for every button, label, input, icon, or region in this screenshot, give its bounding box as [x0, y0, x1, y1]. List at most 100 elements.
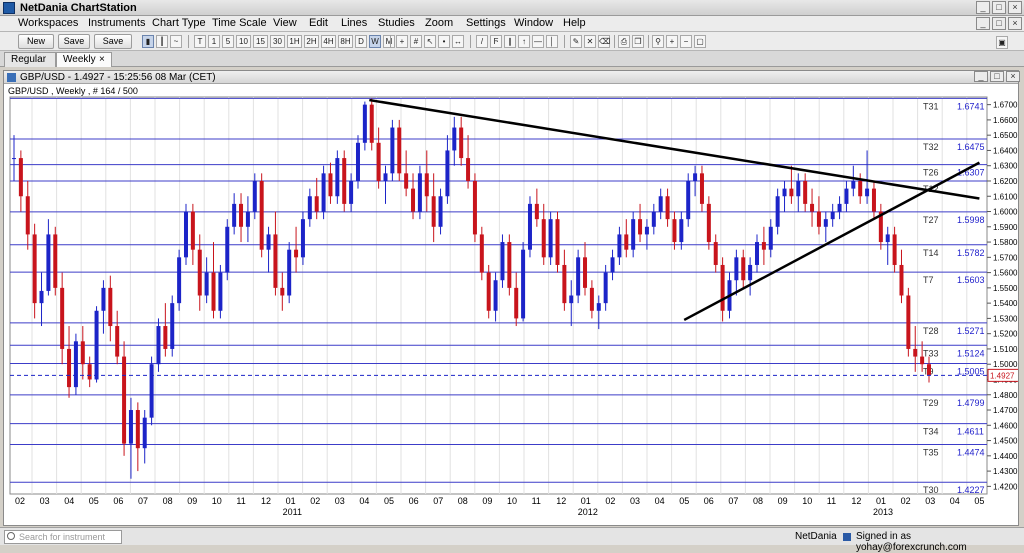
menu-chart-type[interactable]: Chart Type: [152, 17, 206, 29]
candle-body[interactable]: [232, 203, 237, 227]
candle-body[interactable]: [128, 410, 133, 444]
candle-body[interactable]: [342, 158, 347, 204]
minimize-button[interactable]: _: [976, 1, 990, 14]
candle-body[interactable]: [693, 173, 698, 181]
candle-body[interactable]: [177, 257, 182, 304]
candle-body[interactable]: [899, 264, 904, 296]
candle-body[interactable]: [204, 272, 209, 296]
trendline-uptrend[interactable]: [683, 161, 980, 322]
tab-regular[interactable]: Regular: [4, 52, 56, 67]
candle-body[interactable]: [583, 257, 588, 288]
candle-body[interactable]: [211, 272, 216, 311]
candle-body[interactable]: [624, 234, 629, 250]
candle-body[interactable]: [156, 326, 161, 365]
candle-body[interactable]: [170, 303, 175, 349]
candle-body[interactable]: [521, 249, 526, 319]
chart-maximize-button[interactable]: □: [990, 71, 1004, 82]
timeframe-button[interactable]: M: [383, 35, 395, 48]
candle-body[interactable]: [294, 249, 299, 258]
child-minimize-button[interactable]: _: [976, 17, 990, 30]
print-icon[interactable]: ⎙: [618, 35, 630, 48]
candle-body[interactable]: [369, 104, 374, 143]
candle-body[interactable]: [383, 173, 388, 181]
candle-body[interactable]: [816, 211, 821, 227]
candle-body[interactable]: [768, 226, 773, 250]
grid-icon[interactable]: #: [410, 35, 422, 48]
timeframe-button[interactable]: 5: [222, 35, 234, 48]
candle-body[interactable]: [837, 203, 842, 212]
candle-body[interactable]: [438, 196, 443, 227]
price-chart[interactable]: 1.6700 1.6600 1.6500 1.6400 1.6300 1.6200 1.61…: [4, 71, 1018, 525]
timeframe-button[interactable]: 8H: [338, 35, 353, 48]
candle-body[interactable]: [631, 219, 636, 250]
candle-body[interactable]: [892, 234, 897, 265]
candle-body[interactable]: [300, 219, 305, 258]
zoom-in-icon[interactable]: +: [666, 35, 678, 48]
candle-body[interactable]: [163, 326, 168, 349]
hline-icon[interactable]: —: [532, 35, 544, 48]
copy-icon[interactable]: ❐: [632, 35, 644, 48]
menu-settings[interactable]: Settings: [466, 17, 506, 29]
candle-body[interactable]: [610, 257, 615, 273]
timeframe-button[interactable]: 1: [208, 35, 220, 48]
candle-body[interactable]: [280, 287, 285, 296]
candle-body[interactable]: [748, 264, 753, 281]
channel-icon[interactable]: ∥: [504, 35, 516, 48]
save-button[interactable]: Save: [58, 34, 90, 49]
candle-body[interactable]: [775, 196, 780, 227]
timeframe-button[interactable]: 10: [236, 35, 251, 48]
candle-body[interactable]: [527, 203, 532, 250]
candle-body[interactable]: [362, 104, 367, 143]
workspace-icon[interactable]: ▣: [996, 36, 1008, 49]
step-icon[interactable]: ↔: [452, 35, 464, 48]
candle-body[interactable]: [67, 348, 72, 388]
candle-body[interactable]: [314, 196, 319, 212]
candle-body[interactable]: [335, 158, 340, 197]
candle-body[interactable]: [479, 234, 484, 273]
menu-edit[interactable]: Edit: [309, 17, 328, 29]
candle-body[interactable]: [135, 410, 140, 449]
candle-body[interactable]: [679, 219, 684, 243]
candle-body[interactable]: [500, 242, 505, 281]
candle-body[interactable]: [108, 287, 113, 327]
candle-body[interactable]: [486, 272, 491, 311]
candle-body[interactable]: [53, 234, 58, 288]
fib-icon[interactable]: Ϝ: [490, 35, 502, 48]
candle-body[interactable]: [906, 295, 911, 349]
candle-body[interactable]: [259, 180, 264, 250]
timeframe-button[interactable]: D: [355, 35, 367, 48]
candle-body[interactable]: [596, 303, 601, 311]
cursor-icon[interactable]: ↖: [424, 35, 436, 48]
instrument-search-input[interactable]: Search for instrument: [4, 530, 122, 544]
candle-body[interactable]: [789, 188, 794, 197]
candle-body[interactable]: [541, 219, 546, 258]
timeframe-button[interactable]: 15: [253, 35, 268, 48]
candlestick-chart-icon[interactable]: ▮: [142, 35, 154, 48]
candle-body[interactable]: [810, 203, 815, 212]
candle-body[interactable]: [142, 417, 147, 449]
candle-body[interactable]: [782, 188, 787, 197]
menu-studies[interactable]: Studies: [378, 17, 415, 29]
candle-body[interactable]: [706, 203, 711, 243]
candle-body[interactable]: [761, 242, 766, 250]
crosshair-icon[interactable]: +: [396, 35, 408, 48]
child-maximize-button[interactable]: □: [992, 17, 1006, 30]
candle-body[interactable]: [431, 196, 436, 227]
candle-body[interactable]: [589, 287, 594, 311]
candle-body[interactable]: [871, 188, 876, 212]
zoom-fit-icon[interactable]: ▢: [694, 35, 706, 48]
candle-body[interactable]: [576, 257, 581, 296]
menu-zoom[interactable]: Zoom: [425, 17, 454, 29]
timeframe-button[interactable]: 30: [270, 35, 285, 48]
menu-instruments[interactable]: Instruments: [88, 17, 146, 29]
candle-body[interactable]: [844, 188, 849, 204]
menu-help[interactable]: Help: [563, 17, 586, 29]
candle-body[interactable]: [548, 219, 553, 258]
candle-body[interactable]: [493, 280, 498, 311]
candle-body[interactable]: [411, 188, 416, 212]
candle-body[interactable]: [18, 158, 23, 197]
candle-body[interactable]: [858, 180, 863, 197]
candle-body[interactable]: [651, 211, 656, 227]
tab-weekly[interactable]: Weekly ×: [56, 52, 112, 67]
candle-body[interactable]: [46, 234, 51, 291]
